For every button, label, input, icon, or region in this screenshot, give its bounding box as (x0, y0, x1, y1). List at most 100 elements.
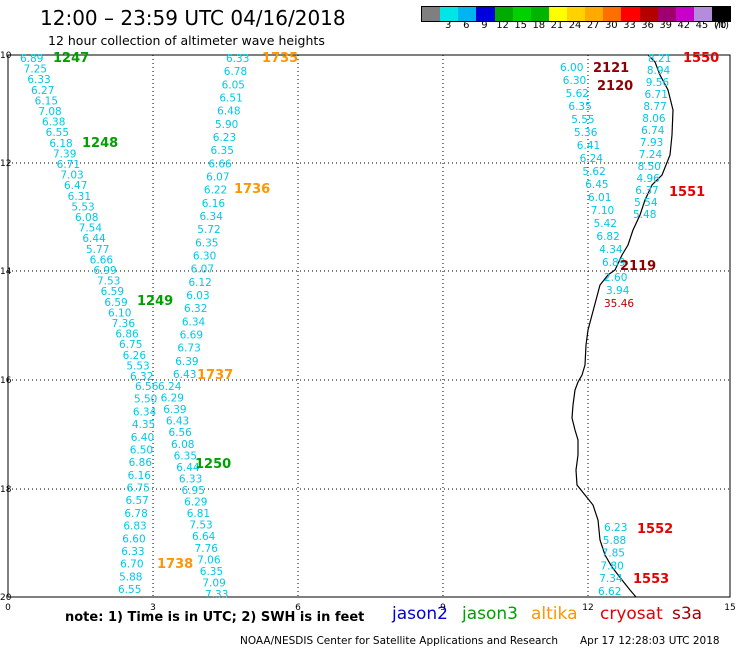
wave-height-value: 6.31 (68, 191, 91, 203)
y-tick-label: 10 (0, 51, 12, 61)
wave-height-value: 6.38 (42, 117, 65, 129)
wave-height-value: 6.34 (133, 406, 157, 418)
wave-height-value: 6.23 (604, 522, 627, 534)
wave-height-value: 8.50 (638, 161, 661, 173)
pass-time-label: 2119 (620, 259, 656, 274)
wave-height-value: 6.66 (208, 158, 232, 170)
x-tick-label: 9 (440, 603, 446, 613)
wave-height-value: 6.35 (195, 237, 218, 249)
wave-height-value: 6.55 (118, 584, 141, 596)
map-grid: 0 3 6 9 12 15 10 12 14 16 18 20 (0, 51, 736, 613)
colorbar-swatch (639, 7, 658, 21)
wave-height-value: 7.85 (602, 548, 625, 560)
wave-height-value: 6.74 (641, 125, 665, 137)
wave-height-value: 8.06 (642, 113, 666, 125)
colorbar-label: 24 (568, 20, 582, 31)
wave-height-value: 6.37 (635, 185, 658, 197)
wave-height-value: 5.53 (126, 360, 149, 372)
wave-height-value: 6.05 (222, 79, 245, 91)
colorbar-label: 39 (659, 20, 673, 31)
wave-height-value: 6.59 (104, 297, 127, 309)
wave-height-value: 5.53 (71, 201, 94, 213)
pass-time-label: 2120 (597, 79, 633, 94)
wave-height-value: 6.26 (123, 350, 147, 362)
wave-height-value: 6.16 (128, 470, 152, 482)
wave-height-value: 6.35 (200, 566, 223, 578)
colorbar-swatch (548, 7, 567, 21)
wave-height-value: 4.35 (132, 419, 155, 431)
wave-height-value: 6.71 (645, 89, 668, 101)
y-tick-label: 16 (0, 376, 12, 386)
wave-height-value: 6.78 (224, 66, 247, 78)
colorbar-swatch (621, 7, 640, 21)
wave-height-value: 5.50 (134, 394, 157, 406)
wave-height-value: 6.70 (120, 559, 143, 571)
wave-height-value: 6.71 (57, 159, 80, 171)
wave-height-value: 5.77 (86, 244, 109, 256)
x-tick-label: 0 (5, 603, 11, 613)
wave-height-value: 5.36 (574, 127, 598, 139)
wave-height-value: 6.15 (35, 95, 58, 107)
wave-height-value: 8.21 (648, 53, 671, 65)
y-tick-label: 14 (0, 267, 12, 277)
wave-height-value: 6.24 (158, 381, 182, 393)
pass-time-label: 1247 (53, 51, 89, 66)
map-frame (7, 54, 731, 598)
colorbar-label: 3 (445, 20, 452, 31)
wave-height-value: 6.33 (226, 53, 249, 65)
colorbar-swatch (422, 7, 441, 21)
wave-height-value: 5.54 (634, 197, 658, 209)
page-title: 12:00 – 23:59 UTC 04/16/2018 (40, 6, 346, 30)
wave-height-value: 6.45 (585, 179, 608, 191)
wave-height-value: 6.33 (179, 473, 202, 485)
y-tick-label: 12 (0, 159, 11, 169)
wave-height-value: 6.43 (173, 369, 196, 381)
colorbar-swatch (693, 7, 712, 21)
wave-height-value: 7.06 (197, 554, 221, 566)
wave-height-value: 6.41 (577, 140, 600, 152)
wave-height-value: 7.80 (600, 560, 623, 572)
wave-height-value: 6.75 (127, 483, 150, 495)
wave-height-value: 6.29 (184, 497, 207, 509)
pass-time-label: 1250 (195, 457, 231, 472)
pass-time-label: 1735 (262, 51, 298, 66)
wave-height-value: 2.60 (604, 272, 627, 284)
wave-height-value: 5.62 (582, 166, 605, 178)
x-tick-label: 12 (582, 603, 593, 613)
satellite-legend-cryosat: cryosat (600, 604, 663, 624)
x-tick-label: 6 (295, 603, 301, 613)
wave-height-value: 6.73 (177, 343, 200, 355)
wave-height-value: 6.35 (211, 145, 234, 157)
wave-height-value: 6.75 (119, 339, 142, 351)
wave-height-value: 6.48 (217, 106, 240, 118)
colorbar-swatch (512, 7, 531, 21)
colorbar-labels: 3 6 9 12 15 18 21 24 27 30 33 36 39 42 45 70 (421, 20, 729, 31)
wave-height-value: 6.32 (130, 371, 153, 383)
wave-height-value: 5.88 (119, 571, 142, 583)
wave-height-value: 6.50 (130, 444, 153, 456)
wave-height-value: 6.82 (596, 231, 619, 243)
wave-height-value: 6.23 (213, 132, 236, 144)
wave-height-value: 6.78 (124, 508, 147, 520)
colorbar-label: 9 (481, 20, 488, 31)
satellite-legend-s3a: s3a (672, 604, 703, 624)
wave-height-value: 6.86 (115, 329, 139, 341)
wave-height-value: 6.35 (568, 101, 591, 113)
wave-height-value: 5.72 (197, 224, 220, 236)
credit-footer: NOAA/NESDIS Center for Satellite Applica… (240, 635, 558, 647)
colorbar-label: 36 (641, 20, 654, 31)
wave-height-value: 6.89 (602, 257, 625, 269)
colorbar-swatch (585, 7, 604, 21)
wave-height-value: 6.00 (560, 62, 583, 74)
wave-height-value: 6.34 (182, 316, 206, 328)
wave-height-value: 6.33 (27, 74, 50, 86)
colorbar-label: 18 (532, 20, 546, 31)
wave-height-value: 6.10 (108, 307, 131, 319)
pass-time-label: 1552 (637, 522, 673, 537)
x-tick-label: 15 (724, 603, 735, 613)
colorbar-label: 45 (695, 20, 709, 31)
colorbar-label: 12 (496, 20, 509, 31)
pass-time-label: 1551 (669, 185, 705, 200)
wave-height-value: 7.25 (24, 64, 47, 76)
satellite-legend-jason2: jason2 (392, 604, 448, 624)
